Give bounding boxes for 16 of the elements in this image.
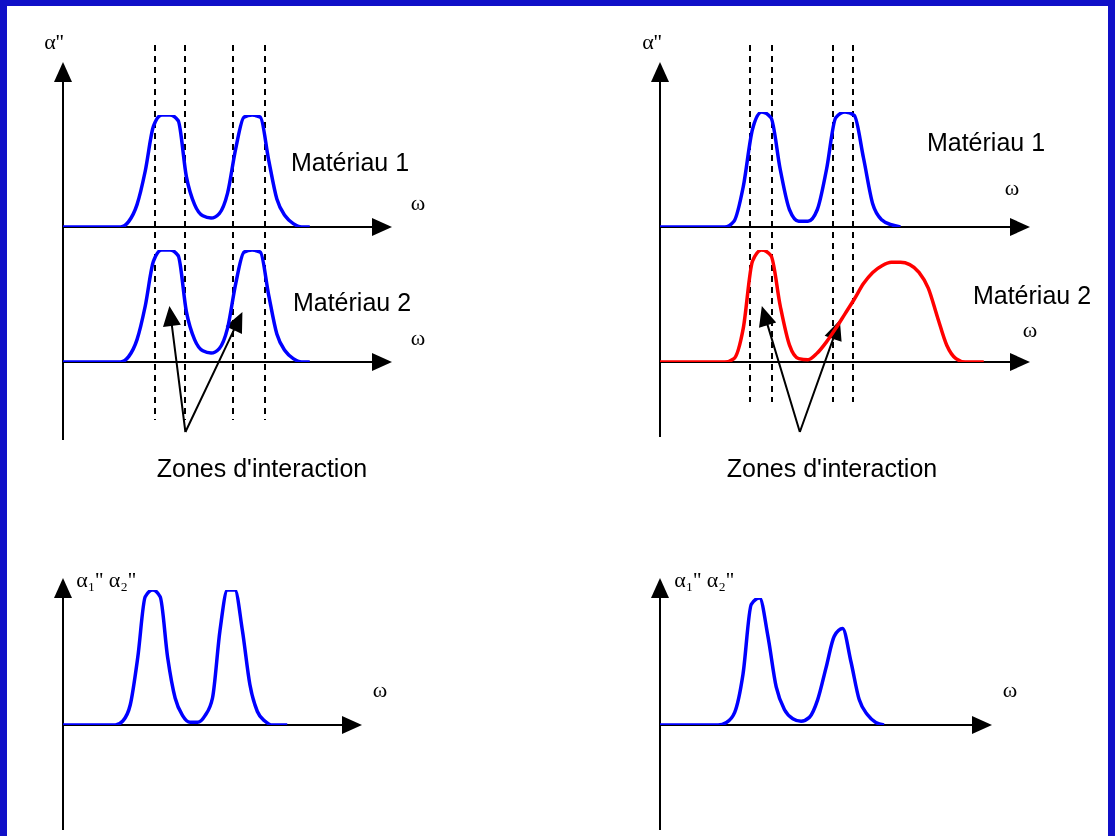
x-axis-title: ω (1022, 317, 1038, 343)
text: Matériau 2 (972, 280, 1092, 310)
x-axis-title: ω (410, 190, 426, 216)
x-axis-title: ω (1004, 175, 1020, 201)
text: Matériau 1 (290, 147, 410, 177)
y-axis-title: α₁'' α₂'' (76, 567, 136, 593)
y-axis-title: α₁'' α₂'' (674, 567, 734, 593)
text: Zones d'interaction (726, 453, 938, 483)
text: Matériau 2 (292, 287, 412, 317)
text: Zones d'interaction (156, 453, 368, 483)
x-axis-title: ω (410, 325, 426, 351)
x-axis-title: ω (1002, 677, 1018, 703)
x-axis-title: ω (372, 677, 388, 703)
y-axis-title: α'' (44, 29, 64, 55)
y-axis-title: α'' (642, 29, 662, 55)
text: Matériau 1 (926, 127, 1046, 157)
